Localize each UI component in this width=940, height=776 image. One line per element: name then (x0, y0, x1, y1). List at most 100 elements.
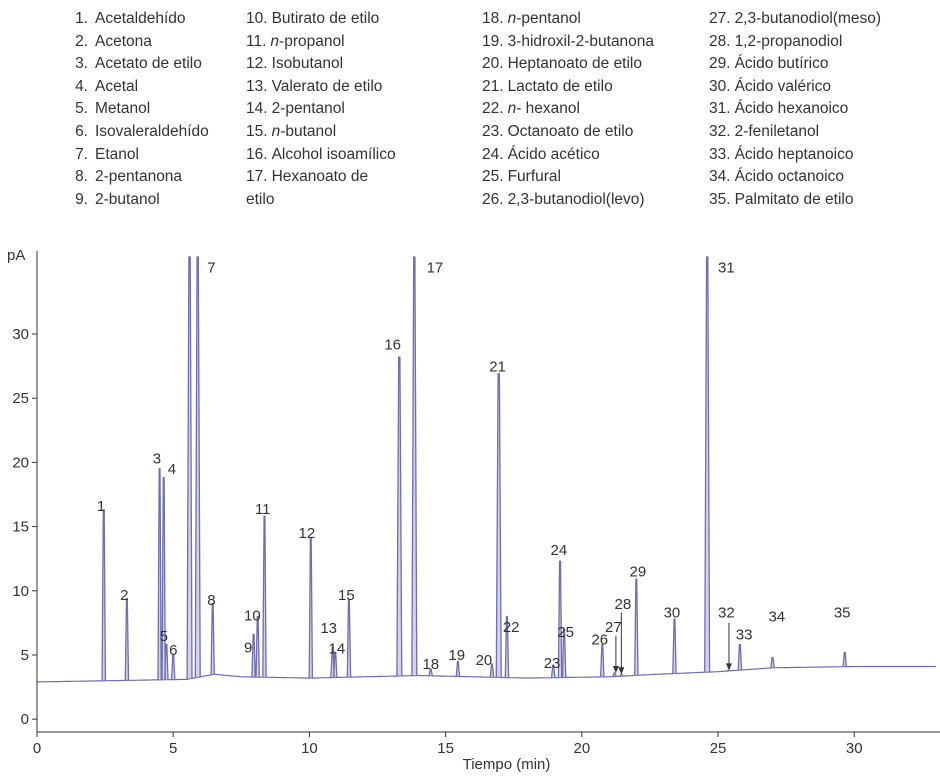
peak-label: 25 (557, 624, 574, 641)
legend-item: 7. Etanol (62, 144, 209, 167)
y-tick-label: 0 (21, 711, 29, 728)
legend-item-number: 27. (709, 10, 731, 27)
peak-label: 10 (244, 607, 261, 624)
chromatogram-peak (557, 560, 563, 678)
legend-item-label: Octanoato de etilo (507, 122, 634, 140)
legend-item: 8. 2-pentanona (62, 166, 209, 189)
legend-item: 18. n-pentanol (482, 8, 654, 31)
legend-item: 2. Acetona (62, 31, 209, 54)
peak-label: 24 (551, 542, 568, 559)
chromatogram-peak (346, 599, 352, 678)
legend-item: 13. Valerato de etilo (246, 76, 396, 99)
annotation-arrowhead (612, 665, 619, 673)
annotation-arrowhead (618, 667, 625, 675)
chromatogram-peak (634, 578, 639, 676)
y-axis-label: pA (7, 247, 25, 264)
legend-item: 35. Palmitato de etilo (709, 189, 881, 212)
legend-item-number: 31. (709, 100, 731, 118)
legend-item-number: 10. (246, 10, 268, 27)
legend-column-3: 18. n-pentanol 19. 3-hidroxil-2-butanona 2… (482, 8, 654, 211)
peak-label: 17 (427, 259, 444, 276)
legend-item-label: 2-feniletanol (734, 122, 820, 140)
x-tick-label: 10 (301, 740, 318, 757)
peak-label: 23 (544, 655, 561, 672)
chromatogram-peak (101, 509, 107, 681)
chromatogram-peak (262, 515, 267, 678)
legend-item-number: 19. (482, 32, 504, 50)
chromatogram-peak (842, 651, 848, 667)
legend-item: 25. Furfural (482, 166, 654, 189)
legend-item-label: Butirato de etilo (271, 10, 380, 27)
chromatogram-peak (164, 644, 169, 680)
legend-item-label: Acetal (95, 77, 139, 95)
peak-label: 7 (207, 259, 215, 276)
legend-item-label: Metanol (95, 100, 151, 118)
legend-item-number: 15. (246, 122, 268, 140)
chromatogram-peak (194, 256, 201, 678)
legend-item-label: Etanol (95, 145, 139, 163)
legend-item: 33. Ácido heptanoico (709, 144, 881, 167)
legend-item: 4. Acetal (62, 76, 209, 99)
legend-item-number: 3. (75, 55, 88, 73)
chromatogram-peak (489, 663, 495, 678)
chromatogram-peak (612, 672, 617, 677)
legend-item: 19. 3-hidroxil-2-butanona (482, 31, 654, 54)
legend-item-number: 1. (75, 10, 88, 27)
legend-item-label: Ácido hexanoico (734, 100, 849, 118)
legend-item-number: 12. (246, 55, 268, 73)
legend-item-label: Isobutanol (271, 55, 344, 73)
legend-item: 17. Hexanoato de etilo (246, 166, 396, 211)
legend-item: 20. Heptanoato de etilo (482, 53, 654, 76)
peak-label: 3 (153, 451, 161, 468)
legend-item-number: 22. (482, 100, 504, 118)
chromatogram-peak (396, 356, 403, 677)
legend-item-label: Acetato de etilo (95, 55, 202, 73)
chromatogram-peak (770, 656, 775, 668)
legend-item-number: 11. (246, 32, 267, 50)
chromatogram-peak (157, 468, 162, 680)
legend-item-label: Acetona (95, 32, 152, 50)
peak-label: 19 (448, 647, 465, 664)
legend-item-label: n-propanol (270, 32, 345, 50)
legend-item-number: 5. (75, 100, 88, 118)
legend-item-number: 9. (75, 190, 88, 208)
chromatogram-peak (561, 628, 567, 678)
legend-item-label: n-pentanol (507, 10, 581, 27)
chromatogram-peak (308, 537, 314, 679)
legend-item: 21. Lactato de etilo (482, 76, 654, 99)
legend-item-label: Hexanoato de etilo (246, 168, 369, 208)
legend-item: 3. Acetato de etilo (62, 53, 209, 76)
legend-item: 23. Octanoato de etilo (482, 121, 654, 144)
chromatogram-peak (455, 660, 461, 677)
peak-label: 1 (97, 498, 105, 515)
chromatogram-peak (210, 602, 215, 675)
legend-item-number: 4. (75, 77, 88, 95)
chromatogram-peak (495, 373, 502, 678)
legend-item: 15. n-butanol (246, 121, 396, 144)
legend-item: 30. Ácido valérico (709, 76, 881, 99)
legend-item-label: Furfural (507, 168, 561, 186)
legend-item: 26. 2,3-butanodiol(levo) (482, 189, 654, 212)
legend-item-number: 30. (709, 77, 731, 95)
chromatogram-peak (619, 673, 624, 677)
legend-item-number: 25. (482, 168, 504, 186)
peak-label: 2 (120, 587, 128, 604)
legend-item-number: 20. (482, 55, 504, 73)
legend-item-number: 13. (246, 77, 268, 95)
legend-item: 27. 2,3-butanodiol(meso) (709, 8, 881, 31)
peak-label: 30 (664, 605, 681, 622)
annotation-arrowhead (725, 663, 732, 671)
y-tick-label: 20 (12, 454, 29, 471)
legend-item-label: Heptanoato de etilo (507, 55, 642, 73)
chromatogram-peak (255, 615, 260, 678)
legend-item: 24. Ácido acético (482, 144, 654, 167)
legend-item-number: 35. (709, 190, 731, 208)
peak-label: 29 (630, 564, 647, 581)
peak-label: 26 (591, 632, 608, 649)
legend-item: 34. Ácido octanoico (709, 166, 881, 189)
chromatogram-peak (161, 477, 166, 680)
legend-item: 11. n-propanol (246, 31, 396, 54)
peak-label: 16 (384, 336, 401, 353)
legend-item-label: n-butanol (271, 122, 337, 140)
